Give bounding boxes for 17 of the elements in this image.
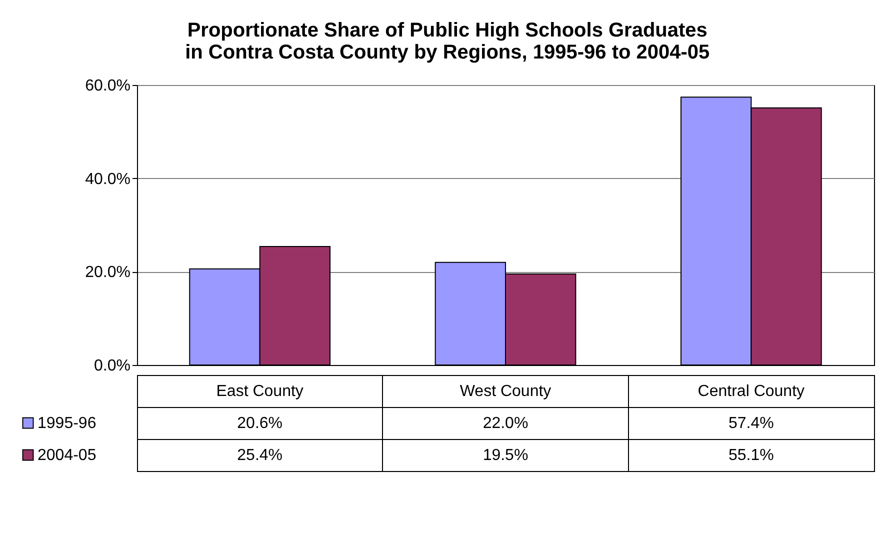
data-label: 55.1% xyxy=(728,447,774,464)
y-tick-label: 20.0% xyxy=(85,264,130,282)
data-label: 20.6% xyxy=(237,415,283,432)
y-tick-label: 0.0% xyxy=(94,358,130,374)
data-label: 25.4% xyxy=(237,447,283,464)
text: Proportionate Share of Public High Schools Graduates xyxy=(187,20,708,42)
y-tick-label: 60.0% xyxy=(85,78,130,94)
data-label: 22.0% xyxy=(482,415,528,432)
data-label: 19.5% xyxy=(482,447,528,464)
y-tick-label: 40.0% xyxy=(85,170,130,188)
text: in Contra Costa County by Regions, 1995-96 to 2004-05 xyxy=(185,42,710,64)
data-label: 57.4% xyxy=(728,415,774,432)
x-tick-label: East County xyxy=(216,383,304,400)
x-tick-label: West County xyxy=(460,383,552,400)
legend-label: 2004-05 xyxy=(38,447,96,464)
x-tick-label: Central County xyxy=(698,383,805,400)
legend-label: 1995-96 xyxy=(38,415,96,432)
